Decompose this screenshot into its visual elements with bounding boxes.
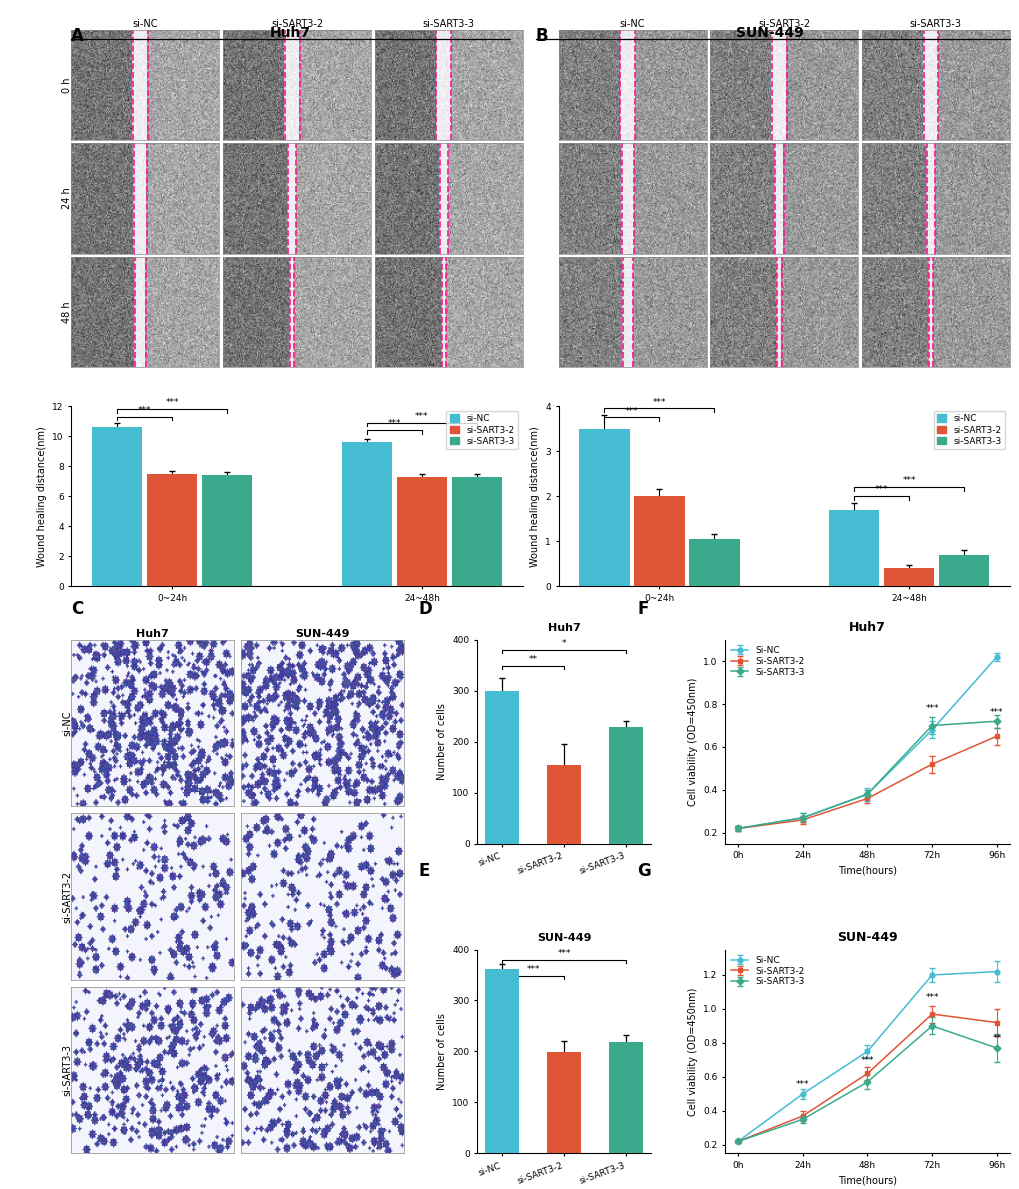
Title: Huh7: Huh7 [137, 629, 169, 638]
Legend: si-NC, si-SART3-2, si-SART3-3: si-NC, si-SART3-2, si-SART3-3 [446, 410, 518, 449]
Title: si-SART3-2: si-SART3-2 [757, 19, 809, 29]
Bar [828, 510, 878, 586]
Text: F: F [637, 600, 648, 618]
Title: Huh7: Huh7 [848, 622, 886, 635]
Text: *: * [561, 638, 566, 648]
Bar [608, 728, 643, 843]
Y-axis label: 0 h: 0 h [62, 77, 72, 93]
Y-axis label: Cell viability (OD=450nm): Cell viability (OD=450nm) [687, 987, 697, 1115]
Title: Huh7: Huh7 [547, 623, 580, 634]
Legend: Si-NC, Si-SART3-2, Si-SART3-3: Si-NC, Si-SART3-2, Si-SART3-3 [729, 954, 805, 988]
Title: si-NC: si-NC [620, 19, 645, 29]
Bar [547, 1052, 581, 1153]
Y-axis label: si-NC: si-NC [62, 710, 72, 736]
Title: si-SART3-2: si-SART3-2 [271, 19, 323, 29]
Text: ***: *** [387, 420, 400, 428]
Text: ***: *** [860, 1056, 873, 1065]
Bar [451, 477, 501, 586]
Text: SUN-449: SUN-449 [736, 26, 803, 40]
Text: G: G [637, 862, 650, 880]
Bar [689, 539, 739, 586]
X-axis label: Time(hours): Time(hours) [838, 1176, 896, 1185]
Y-axis label: Number of cells: Number of cells [436, 1013, 446, 1090]
Text: ***: *** [138, 405, 151, 415]
Text: ***: *** [874, 485, 888, 495]
Bar [485, 691, 519, 843]
Title: SUN-449: SUN-449 [837, 931, 897, 944]
Title: si-SART3-3: si-SART3-3 [909, 19, 961, 29]
Bar [882, 568, 933, 586]
Y-axis label: Wound healing distance(nm): Wound healing distance(nm) [529, 426, 539, 566]
Bar [608, 1043, 643, 1153]
Text: ***: *** [625, 407, 638, 416]
Bar [937, 555, 988, 586]
Title: si-NC: si-NC [132, 19, 158, 29]
Bar [634, 496, 684, 586]
Y-axis label: si-SART3-3: si-SART3-3 [62, 1044, 72, 1096]
Y-axis label: 48 h: 48 h [62, 301, 72, 322]
Y-axis label: si-SART3-2: si-SART3-2 [62, 870, 72, 923]
Legend: si-NC, si-SART3-2, si-SART3-3: si-NC, si-SART3-2, si-SART3-3 [932, 410, 1005, 449]
Y-axis label: Number of cells: Number of cells [436, 703, 446, 780]
Text: ***: *** [652, 397, 665, 407]
Y-axis label: Wound healing distance(nm): Wound healing distance(nm) [37, 426, 47, 566]
Legend: Si-NC, Si-SART3-2, Si-SART3-3: Si-NC, Si-SART3-2, Si-SART3-3 [729, 644, 805, 679]
Text: D: D [418, 600, 431, 618]
Bar [485, 969, 519, 1153]
Text: A: A [71, 27, 85, 45]
Text: ***: *** [557, 949, 571, 957]
Text: ***: *** [989, 707, 1003, 717]
Text: C: C [71, 600, 84, 618]
Y-axis label: Cell viability (OD=450nm): Cell viability (OD=450nm) [687, 678, 697, 806]
Title: SUN-449: SUN-449 [294, 629, 350, 638]
Bar [579, 429, 629, 586]
Bar [92, 427, 143, 586]
X-axis label: Time(hours): Time(hours) [838, 866, 896, 876]
Text: ***: *** [415, 411, 428, 421]
Bar [147, 473, 198, 586]
Bar [202, 476, 252, 586]
Text: **: ** [991, 1034, 1001, 1043]
Text: E: E [418, 862, 429, 880]
Title: si-SART3-3: si-SART3-3 [422, 19, 474, 29]
Text: B: B [535, 27, 547, 45]
Text: **: ** [528, 655, 537, 665]
Text: ***: *** [795, 1080, 809, 1089]
Text: ***: *** [902, 477, 915, 485]
Y-axis label: 24 h: 24 h [62, 188, 72, 209]
Bar [547, 765, 581, 843]
Text: ***: *** [165, 398, 178, 408]
Text: ***: *** [526, 965, 539, 974]
Text: ***: *** [924, 704, 937, 712]
Bar [396, 477, 446, 586]
Title: SUN-449: SUN-449 [537, 933, 591, 943]
Text: ***: *** [924, 993, 937, 1002]
Text: Huh7: Huh7 [270, 26, 311, 40]
Bar [341, 442, 391, 586]
